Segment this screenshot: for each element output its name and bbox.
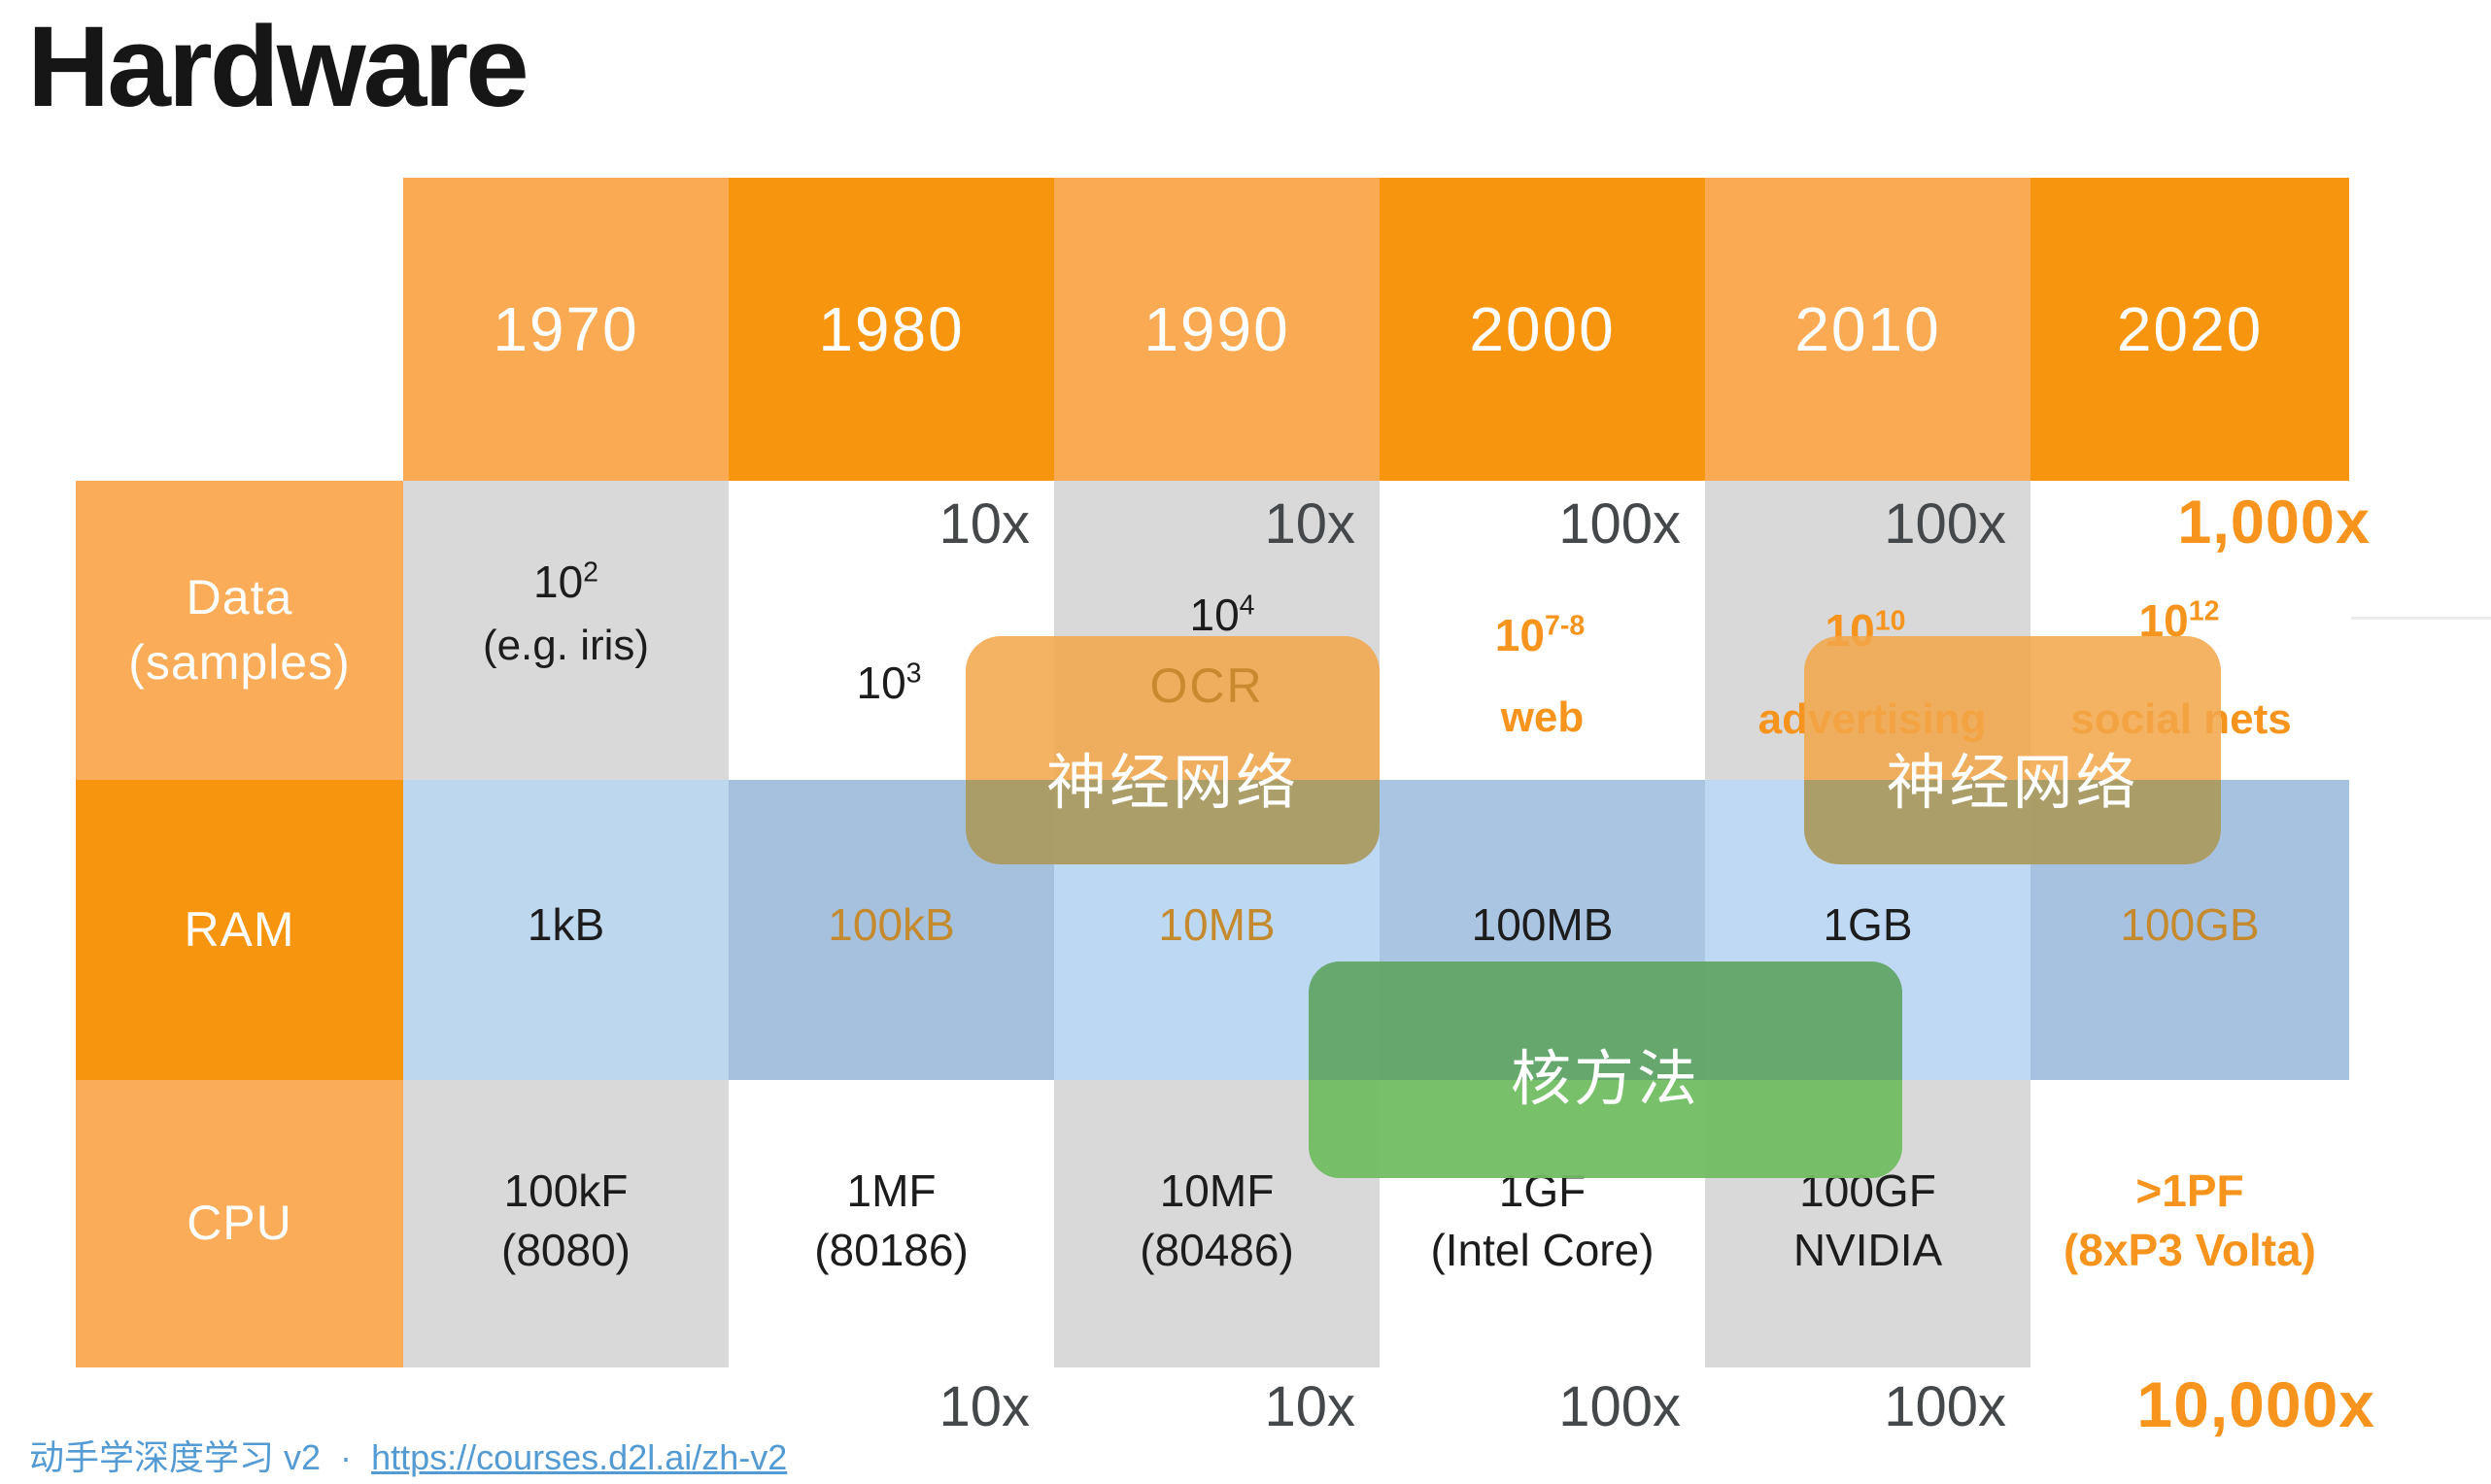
data-multiplier-1990: 10x: [1264, 492, 1355, 556]
data-note-1970: (e.g. iris): [482, 622, 650, 669]
neural-network-overlay-1-top: [966, 636, 1380, 780]
ram-value-2020: 100GB: [2120, 899, 2260, 950]
bottom-multiplier-2000: 100x: [1558, 1375, 1681, 1438]
cpu-value-2000: 1GF (Intel Core): [1430, 1165, 1655, 1275]
neural-network-overlay-2-bottom: [1804, 780, 2221, 864]
cpu-value-1970: 100kF (8080): [501, 1165, 631, 1275]
kernel-methods-overlay: 核方法: [1309, 961, 1902, 1178]
ram-cell-1970-bg: [403, 780, 729, 1080]
ram-value-1970: 1kB: [527, 899, 605, 950]
data-value-1990: 104: [1189, 590, 1255, 640]
footer-separator: ·: [340, 1437, 353, 1477]
neural-network-label-1: 神经网络: [1045, 750, 1299, 817]
cpu-cell-2020-bg: [2030, 1080, 2349, 1367]
neural-network-overlay-2: 神经网络: [1804, 636, 2221, 864]
divider-line: [2351, 617, 2491, 620]
data-multiplier-2020: 1,000x: [2177, 489, 2371, 556]
data-value-2000: 107-8: [1494, 610, 1586, 660]
cpu-value-2020: >1PF (8xP3 Volta): [2064, 1165, 2316, 1275]
bottom-multiplier-1990: 10x: [1264, 1375, 1355, 1438]
year-header-2000: 2000: [1380, 178, 1705, 481]
ram-value-2000: 100MB: [1471, 899, 1614, 950]
ram-value-2010: 1GB: [1823, 899, 1913, 950]
year-header-1990: 1990: [1054, 178, 1380, 481]
bottom-multiplier-2010: 100x: [1884, 1375, 2006, 1438]
year-header-2010: 2010: [1705, 178, 2030, 481]
cpu-value-1980: 1MF (80186): [814, 1165, 969, 1275]
ram-value-1980: 100kB: [828, 899, 955, 950]
kernel-methods-label: 核方法: [1510, 1046, 1700, 1113]
data-multiplier-1980: 10x: [938, 492, 1030, 556]
neural-network-overlay-2-top: [1804, 636, 2221, 780]
row-label-ram: RAM: [76, 780, 403, 1080]
row-label-data-line1: Data: [186, 569, 293, 624]
footer-course-title: 动手学深度学习 v2: [29, 1437, 322, 1477]
ram-value-1990: 10MB: [1158, 899, 1276, 950]
kernel-methods-overlay-bottom: [1309, 1080, 1902, 1178]
year-header-1980: 1980: [729, 178, 1054, 481]
neural-network-overlay-1-bottom: [966, 780, 1380, 864]
data-multiplier-2010: 100x: [1884, 492, 2006, 556]
page-title: Hardware: [27, 3, 529, 131]
data-value-1970: 102 (e.g. iris): [403, 556, 729, 670]
data-cell-2000-bg: [1380, 481, 1705, 780]
year-header-1970: 1970: [403, 178, 729, 481]
kernel-methods-overlay-top: [1309, 961, 1902, 1080]
footer-course-link[interactable]: https://courses.d2l.ai/zh-v2: [371, 1437, 788, 1477]
bottom-multiplier-2020: 10,000x: [2136, 1368, 2375, 1440]
cpu-cell-1980-bg: [729, 1080, 1054, 1367]
data-multiplier-2000: 100x: [1558, 492, 1681, 556]
bottom-multiplier-1980: 10x: [938, 1375, 1030, 1438]
row-label-cpu: CPU: [76, 1080, 403, 1367]
year-header-2020: 2020: [2030, 178, 2349, 481]
neural-network-label-2: 神经网络: [1886, 750, 2139, 817]
cpu-value-2010: 100GF NVIDIA: [1792, 1165, 1943, 1275]
neural-network-overlay-1: OCR 神经网络: [966, 636, 1380, 864]
ocr-label: OCR: [1149, 658, 1264, 713]
cpu-cell-1970-bg: [403, 1080, 729, 1367]
footer: 动手学深度学习 v2 · https://courses.d2l.ai/zh-v…: [29, 1430, 787, 1480]
row-label-data-line2: (samples): [128, 635, 351, 690]
data-cell-1970-bg: [403, 481, 729, 780]
data-value-1980: 103: [856, 658, 922, 708]
row-label-data: Data (samples): [76, 481, 403, 780]
data-app-web: web: [1500, 693, 1585, 741]
cpu-value-1990: 10MF (80486): [1140, 1165, 1294, 1275]
